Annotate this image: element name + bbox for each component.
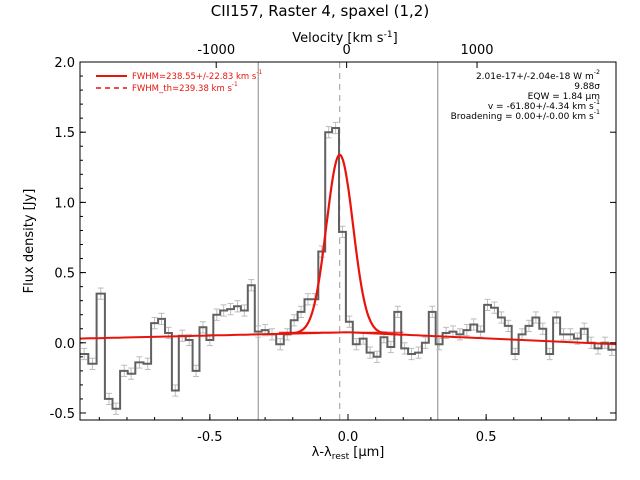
x-axis-label: λ-λrest [μm] [312,445,385,462]
fit-baseline [80,331,616,346]
y-tick-label: -0.5 [50,407,75,422]
top-axis-label: Velocity [km s-1] [292,30,397,46]
top-tick-label: -1000 [197,43,235,58]
annotation-line: 9.88σ [574,82,600,92]
top-tick-label: 1000 [460,43,493,58]
annotation-line: EQW = 1.84 μm [528,92,600,102]
y-tick-label: 1.5 [54,126,75,141]
top-tick-label: 0 [342,43,350,58]
x-tick-label: 0.0 [338,430,359,445]
legend-label: FWHM=238.55+/-22.83 km s-1 [132,69,262,82]
legend-label: FWHM_th=239.38 km s-1 [132,81,238,94]
fit-theoretical [278,154,403,336]
chart-title: CII157, Raster 4, spaxel (1,2) [210,2,430,20]
annotation-line: v = -61.80+/-4.34 km s-1 [488,99,600,112]
y-tick-label: 1.0 [54,196,75,211]
x-tick-label: -0.5 [197,430,222,445]
y-tick-label: 0.0 [54,337,75,352]
fit-gaussian [278,153,403,336]
y-axis-label: Flux density [Jy] [22,189,37,294]
x-tick-label: 0.5 [476,430,497,445]
y-tick-label: 2.0 [54,56,75,71]
y-tick-label: 0.5 [54,267,75,282]
annotation-line: 2.01e-17+/-2.04e-18 W m-2 [476,69,600,82]
legend: FWHM=238.55+/-22.83 km s-1FWHM_th=239.38… [96,69,262,94]
data-step-line [80,127,616,410]
annotation-line: Broadening = 0.00+/-0.00 km s-1 [451,109,600,122]
